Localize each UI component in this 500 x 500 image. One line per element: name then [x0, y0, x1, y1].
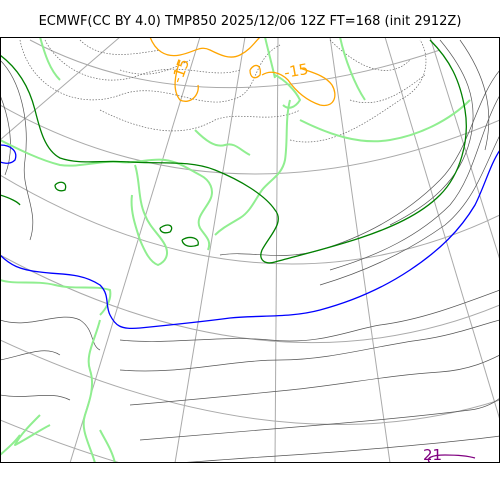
- purple-isotherm: [427, 454, 476, 463]
- dotted-isotherm: [289, 39, 427, 143]
- gray-isotherm: [179, 435, 500, 463]
- coastlines: [0, 37, 471, 463]
- orange-isotherm: [149, 37, 336, 107]
- gray-isotherm: [0, 394, 71, 401]
- dotted-isotherm: [79, 39, 161, 55]
- longitude-line: [429, 37, 500, 261]
- isotherm-purple-main: [427, 454, 476, 463]
- isotherm-orange-left: [174, 59, 199, 102]
- longitude-line: [0, 37, 121, 141]
- dotted-isotherm: [349, 74, 426, 104]
- map-content: -15 -15 21: [0, 37, 500, 464]
- dotted-isotherms: [19, 39, 427, 143]
- gray-isotherm: [0, 94, 11, 176]
- coastline-north: [339, 37, 366, 101]
- graticule: [0, 37, 500, 463]
- longitude-line: [329, 37, 391, 463]
- gray-isotherm: [119, 319, 500, 372]
- gray-isotherm: [329, 94, 500, 271]
- coastline-north: [0, 434, 21, 456]
- coastline-north: [39, 37, 61, 81]
- isotherm-blue-main: [0, 149, 500, 330]
- isotherm-orange-right: [261, 67, 336, 107]
- dotted-isotherm: [329, 39, 411, 71]
- latitude-line: [0, 419, 122, 463]
- dotted-isotherm: [44, 39, 241, 81]
- contour-label-orange: -15: [283, 60, 310, 82]
- latitude-line: [0, 254, 500, 343]
- isotherm-green-loop: [159, 224, 173, 234]
- gray-isotherm: [0, 316, 101, 351]
- longitude-line: [274, 37, 279, 463]
- gray-isotherm: [119, 289, 500, 342]
- coastline-north: [299, 99, 471, 143]
- contour-label-purple: 21: [423, 446, 442, 464]
- latitude-line: [29, 39, 441, 89]
- isotherm-green-loop: [54, 181, 67, 192]
- green-isotherm: [0, 39, 467, 264]
- dotted-isotherm: [119, 59, 191, 75]
- longitude-line: [384, 37, 500, 421]
- latitude-line: [0, 339, 500, 425]
- longitude-line: [174, 37, 246, 463]
- coastline-japan: [214, 99, 291, 236]
- isotherm-blue-loop: [0, 144, 17, 164]
- coastline-hokkaido: [274, 74, 301, 109]
- map-frame: [0, 37, 500, 463]
- gray-isotherm: [0, 59, 34, 241]
- gray-isotherm: [389, 39, 474, 226]
- gray-isotherms: [0, 39, 500, 463]
- gray-isotherm: [139, 397, 500, 441]
- gray-isotherm: [459, 39, 490, 151]
- dotted-isotherm: [99, 109, 301, 132]
- dotted-isotherm: [19, 39, 281, 103]
- coastline-taiwan: [99, 429, 116, 463]
- coastline-north: [194, 129, 251, 156]
- latitude-line: [0, 104, 500, 175]
- coastline-sakhalin: [264, 37, 276, 79]
- coastline-continent: [0, 139, 213, 251]
- coastline-china: [82, 319, 101, 463]
- map-title: ECMWF(CC BY 4.0) TMP850 2025/12/06 12Z F…: [38, 14, 462, 29]
- gray-isotherm: [129, 354, 500, 406]
- isotherm-green-loop: [181, 236, 199, 247]
- coastline-china: [14, 414, 51, 446]
- isotherm-green-loop: [0, 194, 21, 206]
- gray-isotherm: [319, 134, 500, 286]
- isotherm-green-main: [0, 39, 467, 264]
- latitude-line: [0, 174, 500, 265]
- coastline-korea: [130, 164, 168, 266]
- isotherm-orange-main: [149, 37, 261, 58]
- isotherm-orange-loop: [249, 64, 261, 79]
- coastline-continent: [0, 279, 112, 316]
- blue-isotherm: [0, 144, 500, 330]
- gray-isotherm: [0, 350, 61, 361]
